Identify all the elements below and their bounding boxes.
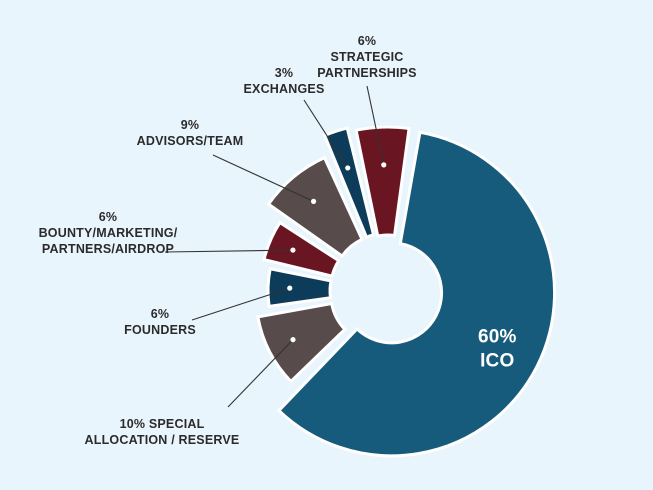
slice-dot-founders xyxy=(287,285,293,291)
slice-label-value-exchanges: 3% xyxy=(275,66,293,80)
leader-line-bounty-marketing-partners-airdrop xyxy=(164,249,293,253)
slice-label-name-ico: ICO xyxy=(480,350,514,371)
slice-label-value-advisors-team: 9% xyxy=(181,118,199,132)
slice-label-name-founders: FOUNDERS xyxy=(124,323,196,337)
leader-lines xyxy=(164,85,387,408)
slice-label-value-strategic-partnerships: 6% xyxy=(358,34,376,48)
slice-label-value-special-allocation-reserve: 10% SPECIAL xyxy=(120,417,205,431)
slice-label-name-exchanges: EXCHANGES xyxy=(244,82,325,96)
slice-dot-exchanges xyxy=(345,165,351,171)
slice-advisors-team xyxy=(266,155,365,259)
slice-label-name-special-allocation-reserve: ALLOCATION / RESERVE xyxy=(85,433,240,447)
slice-label-name-advisors-team: ADVISORS/TEAM xyxy=(137,134,244,148)
leader-line-founders xyxy=(191,287,290,321)
slice-label-name-bounty-marketing-partners-airdrop: PARTNERS/AIRDROP xyxy=(42,242,174,256)
slices xyxy=(256,125,557,458)
slice-label-name-bounty-marketing-partners-airdrop: BOUNTY/MARKETING/ xyxy=(39,226,178,240)
leader-line-exchanges xyxy=(303,99,349,169)
slice-label-value-bounty-marketing-partners-airdrop: 6% xyxy=(99,210,117,224)
leader-line-advisors-team xyxy=(212,154,314,202)
leader-line-strategic-partnerships xyxy=(366,85,385,165)
slice-dot-strategic-partnerships xyxy=(381,162,387,168)
slice-strategic-partnerships xyxy=(354,125,411,238)
slice-label-name-strategic-partnerships: PARTNERSHIPS xyxy=(317,66,416,80)
slice-dot-bounty-marketing-partners-airdrop xyxy=(290,247,296,253)
leader-line-special-allocation-reserve xyxy=(227,339,294,408)
slice-exchanges xyxy=(322,126,376,240)
slice-dot-advisors-team xyxy=(310,198,317,204)
slice-label-value-founders: 6% xyxy=(151,307,169,321)
slice-bounty-marketing-partners-airdrop xyxy=(262,220,341,278)
slice-ico xyxy=(276,130,557,458)
slice-dot-special-allocation-reserve xyxy=(290,337,296,343)
slice-special-allocation-reserve xyxy=(256,301,348,384)
labels: 60% ICO 10% SPECIAL ALLOCATION / RESERVE 6% F… xyxy=(39,34,517,447)
slice-label-name-strategic-partnerships: STRATEGIC xyxy=(330,50,403,64)
slice-label-value-ico: 60% xyxy=(478,326,517,347)
